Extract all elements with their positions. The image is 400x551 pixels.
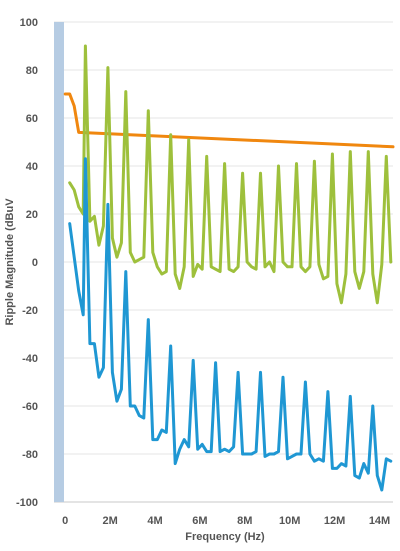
y-tick-label: 20: [26, 209, 38, 221]
x-tick-label: 4M: [147, 515, 162, 527]
x-tick-labels: 0 2M 4M 6M 8M 10M 12M 14M: [62, 515, 390, 527]
y-tick-label: -40: [22, 353, 38, 365]
series-line-2: [68, 44, 393, 305]
x-tick-label: 0: [62, 515, 68, 527]
y-tick-label: -60: [22, 401, 38, 413]
y-tick-label: 80: [26, 65, 38, 77]
y-axis-title: Ripple Magnitude (dBuV: [4, 198, 16, 326]
y-tick-label: -80: [22, 449, 38, 461]
y-axis-band: [54, 22, 64, 502]
x-axis-title: Frequency (Hz): [185, 531, 265, 543]
x-tick-label: 10M: [279, 515, 300, 527]
x-tick-label: 6M: [192, 515, 207, 527]
y-tick-labels: 100 80 60 40 20 0 -20 -40 -60 -80 -100: [16, 17, 38, 509]
series-line-3: [68, 157, 393, 492]
y-tick-label: 60: [26, 113, 38, 125]
x-tick-label: 12M: [324, 515, 345, 527]
y-tick-label: -20: [22, 305, 38, 317]
series-line-1: [63, 92, 395, 149]
y-tick-label: 100: [20, 17, 38, 29]
series-layer: [63, 44, 395, 492]
x-tick-label: 14M: [369, 515, 390, 527]
y-tick-label: 0: [32, 257, 38, 269]
x-tick-label: 2M: [102, 515, 117, 527]
x-tick-label: 8M: [237, 515, 252, 527]
y-tick-label: 40: [26, 161, 38, 173]
y-tick-label: -100: [16, 497, 38, 509]
